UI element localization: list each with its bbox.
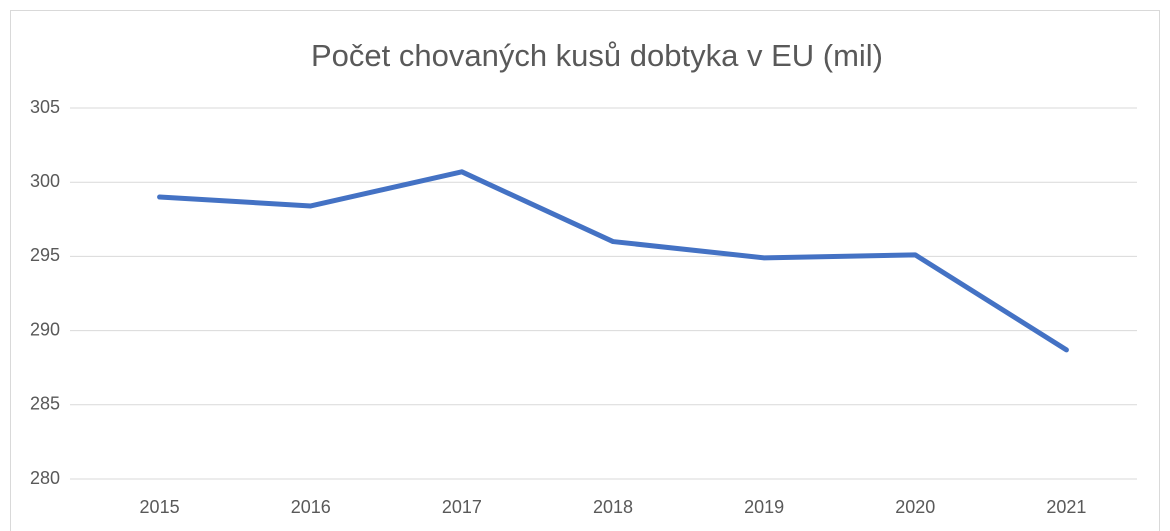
x-tick-label: 2018 [593, 497, 633, 517]
chart-title: Počet chovaných kusů dobtyka v EU (mil) [311, 38, 883, 73]
chart-frame [10, 10, 1160, 531]
x-tick-label: 2019 [744, 497, 784, 517]
y-tick-label: 300 [30, 171, 60, 191]
y-tick-label: 280 [30, 468, 60, 488]
x-tick-label: 2021 [1046, 497, 1086, 517]
y-tick-label: 295 [30, 245, 60, 265]
y-tick-label: 290 [30, 319, 60, 339]
y-tick-label: 285 [30, 394, 60, 414]
x-tick-label: 2015 [140, 497, 180, 517]
x-tick-label: 2020 [895, 497, 935, 517]
x-tick-label: 2016 [291, 497, 331, 517]
x-tick-label: 2017 [442, 497, 482, 517]
data-line [157, 169, 1069, 353]
y-tick-label: 305 [30, 97, 60, 117]
